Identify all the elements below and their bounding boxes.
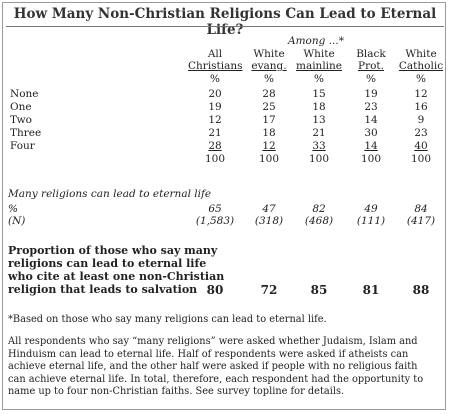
row-label: Two bbox=[10, 114, 32, 126]
footnote: *Based on those who say many religions c… bbox=[8, 314, 327, 325]
table-cell: 30 bbox=[364, 127, 378, 139]
table-cell: 14 bbox=[364, 140, 378, 152]
table-cell: 18 bbox=[262, 127, 276, 139]
many-pct-label: % bbox=[8, 203, 18, 215]
table-cell: 12 bbox=[414, 88, 428, 100]
column-header-line1: White bbox=[405, 48, 437, 60]
table-cell: 28 bbox=[262, 88, 276, 100]
column-pct-symbol: % bbox=[314, 73, 324, 85]
table-cell: 21 bbox=[208, 127, 222, 139]
column-header-line1: All bbox=[207, 48, 223, 60]
table-cell: 19 bbox=[208, 101, 222, 113]
proportion-line-1: Proportion of those who say many bbox=[8, 244, 218, 257]
table-cell: 13 bbox=[312, 114, 326, 126]
column-header-line1: White bbox=[253, 48, 285, 60]
column-header-line1: White bbox=[303, 48, 335, 60]
table-cell: 23 bbox=[364, 101, 378, 113]
table-cell: 9 bbox=[417, 114, 425, 126]
table-cell: 14 bbox=[364, 114, 378, 126]
many-pct-cell: 49 bbox=[364, 203, 378, 215]
among-label: Among ...* bbox=[288, 35, 344, 47]
column-pct-symbol: % bbox=[366, 73, 376, 85]
many-pct-cell: 82 bbox=[312, 203, 326, 215]
total-cell: 100 bbox=[308, 153, 330, 165]
column-header-line2: Catholic bbox=[398, 60, 444, 72]
row-label: None bbox=[10, 88, 39, 100]
many-n-cell: (1,583) bbox=[195, 215, 235, 227]
proportion-cell: 81 bbox=[362, 283, 380, 297]
total-cell: 100 bbox=[258, 153, 280, 165]
column-header-line2: Christians bbox=[188, 60, 243, 72]
column-header-line2: evang. bbox=[251, 60, 287, 72]
row-label: Four bbox=[10, 140, 35, 152]
table-cell: 21 bbox=[312, 127, 326, 139]
proportion-cell: 72 bbox=[260, 283, 278, 297]
table-cell: 12 bbox=[208, 114, 222, 126]
many-pct-cell: 65 bbox=[208, 203, 222, 215]
column-header-line2: mainline bbox=[295, 60, 343, 72]
many-n-cell: (318) bbox=[254, 215, 284, 227]
table-cell: 23 bbox=[414, 127, 428, 139]
many-religions-heading: Many religions can lead to eternal life bbox=[8, 188, 212, 200]
total-cell: 100 bbox=[204, 153, 226, 165]
table-cell: 16 bbox=[414, 101, 428, 113]
table-cell: 33 bbox=[312, 140, 326, 152]
total-cell: 100 bbox=[410, 153, 432, 165]
table-cell: 18 bbox=[312, 101, 326, 113]
table-cell: 20 bbox=[208, 88, 222, 100]
table-cell: 25 bbox=[262, 101, 276, 113]
many-pct-cell: 84 bbox=[414, 203, 428, 215]
column-header-line1: Black bbox=[356, 48, 386, 60]
proportion-cell: 88 bbox=[412, 283, 430, 297]
row-label: One bbox=[10, 101, 32, 113]
table-cell: 12 bbox=[262, 140, 276, 152]
total-cell: 100 bbox=[360, 153, 382, 165]
row-label: Three bbox=[10, 127, 42, 139]
table-frame bbox=[2, 2, 446, 410]
column-pct-symbol: % bbox=[210, 73, 220, 85]
title-divider bbox=[6, 26, 444, 27]
column-pct-symbol: % bbox=[264, 73, 274, 85]
proportion-line-4: religion that leads to salvation bbox=[8, 283, 198, 296]
many-pct-cell: 47 bbox=[262, 203, 276, 215]
column-header-line2: Prot. bbox=[358, 60, 384, 72]
proportion-cell: 80 bbox=[206, 283, 224, 297]
column-pct-symbol: % bbox=[416, 73, 426, 85]
method-note: All respondents who say “many religions”… bbox=[8, 336, 424, 397]
many-n-label: (N) bbox=[8, 215, 26, 227]
page-title: How Many Non-Christian Religions Can Lea… bbox=[13, 6, 437, 38]
proportion-line-3: who cite at least one non-Christian bbox=[8, 270, 225, 283]
proportion-line-2: religions can lead to eternal life bbox=[8, 257, 207, 270]
table-cell: 40 bbox=[414, 140, 428, 152]
table-cell: 19 bbox=[364, 88, 378, 100]
many-n-cell: (468) bbox=[304, 215, 334, 227]
table-cell: 15 bbox=[312, 88, 326, 100]
many-n-cell: (417) bbox=[406, 215, 436, 227]
many-n-cell: (111) bbox=[356, 215, 386, 227]
table-cell: 28 bbox=[208, 140, 222, 152]
proportion-cell: 85 bbox=[310, 283, 328, 297]
table-cell: 17 bbox=[262, 114, 276, 126]
